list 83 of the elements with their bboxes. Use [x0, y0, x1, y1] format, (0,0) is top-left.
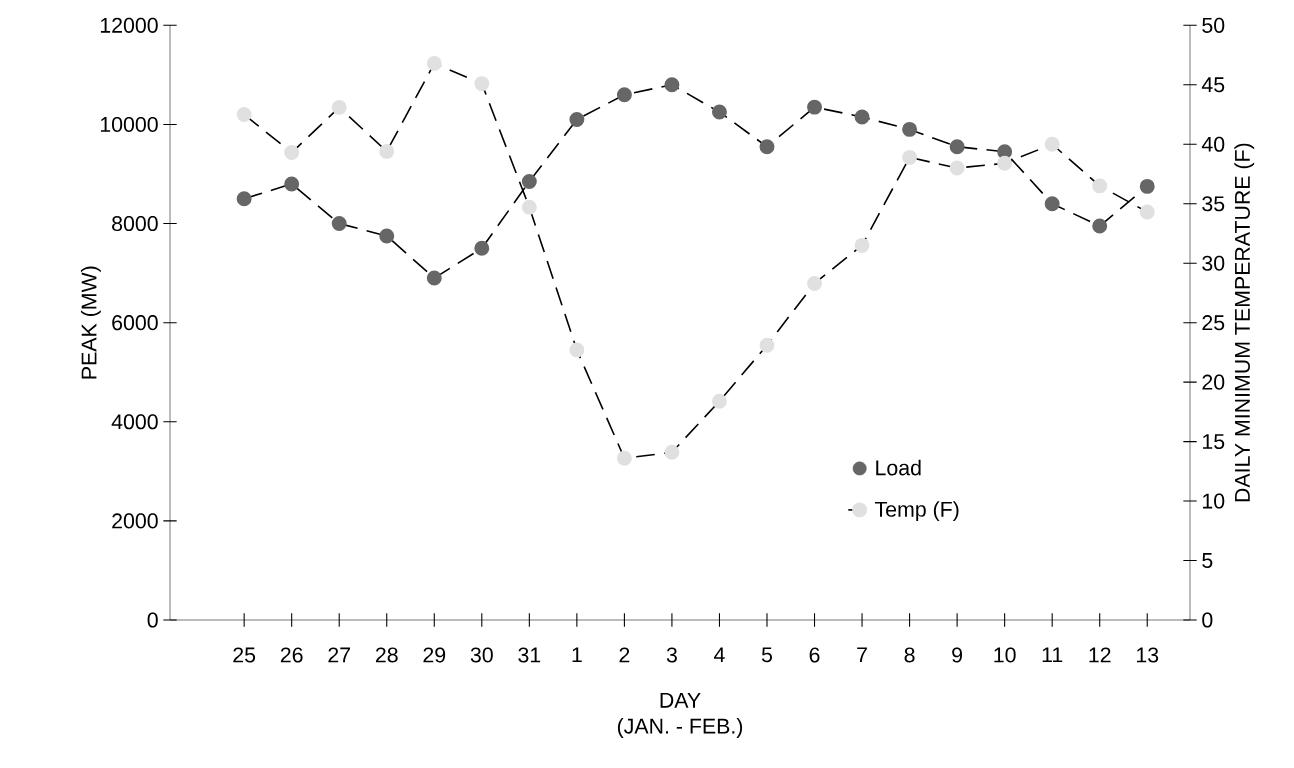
x-tick-label: 3	[666, 647, 677, 663]
x-tick-label: 2	[619, 647, 630, 663]
point	[379, 228, 395, 244]
point	[664, 77, 680, 93]
point	[569, 112, 585, 127]
x-tick-label: 30	[470, 647, 493, 663]
point	[759, 337, 775, 353]
x-tick-label: 6	[809, 647, 820, 663]
point	[1044, 136, 1060, 152]
x-tick-label: 27	[328, 647, 350, 663]
y2-tick-label: 5	[1202, 553, 1213, 568]
y2-tick-label: 0	[1202, 612, 1213, 628]
y-tick-label: 10000	[100, 116, 158, 132]
y2-tick-label: 25	[1202, 315, 1225, 331]
y-tick-label: 8000	[112, 216, 158, 232]
x-tick-label: 11	[1042, 647, 1063, 663]
y2-tick-label: 45	[1201, 77, 1225, 93]
y-axis-title: PEAK (MW)	[80, 266, 101, 379]
x-tick-label: 25	[233, 647, 256, 663]
point	[1092, 178, 1108, 194]
x-tick-label: 12	[1089, 647, 1111, 663]
x-tick-label: 5	[761, 647, 773, 663]
point	[236, 107, 252, 122]
x-tick-label: 29	[423, 647, 446, 663]
x-tick-label: 9	[952, 647, 963, 663]
x-tick-label: 28	[375, 647, 398, 663]
point	[759, 139, 775, 155]
x-tick-label: 7	[857, 647, 867, 663]
point	[1044, 196, 1060, 212]
point	[474, 76, 490, 92]
legend-label: Load	[876, 459, 921, 476]
y2-tick-label: 10	[1203, 493, 1225, 509]
point	[284, 176, 300, 192]
point	[331, 216, 347, 232]
point	[426, 55, 442, 71]
x-axis-title: DAY	[660, 692, 701, 708]
point	[854, 109, 870, 125]
point	[711, 104, 727, 120]
y-tick-label: 6000	[112, 315, 158, 331]
point	[949, 160, 965, 176]
y2-tick-label: 30	[1202, 255, 1225, 271]
point	[854, 237, 870, 253]
point	[902, 121, 918, 137]
point	[236, 191, 252, 207]
point	[616, 87, 632, 103]
y-tick-label: 2000	[112, 513, 158, 529]
point	[1092, 218, 1108, 234]
y-tick-label: 4000	[111, 414, 158, 430]
x-tick-label: 31	[518, 647, 541, 663]
point	[664, 444, 680, 460]
point	[379, 143, 395, 159]
x-tick-label: 4	[714, 647, 725, 663]
y2-axis-title: DAILY MINIMUM TEMPERATURE (F)	[1234, 143, 1255, 502]
point	[521, 199, 537, 215]
y2-tick-label: 15	[1203, 434, 1225, 450]
y2-tick-label: 35	[1202, 196, 1225, 212]
x-tick-label: 26	[280, 647, 303, 663]
point	[949, 139, 965, 155]
x-tick-label: 10	[994, 647, 1016, 663]
point	[997, 155, 1013, 171]
y-tick-label: 0	[147, 612, 158, 628]
point	[284, 145, 300, 161]
legend-label: Temp (F)	[874, 501, 959, 522]
point	[902, 149, 918, 165]
x-tick-label: 8	[904, 647, 915, 663]
point	[331, 99, 347, 115]
point	[1139, 178, 1155, 194]
point	[521, 173, 537, 189]
point	[616, 450, 632, 466]
point	[569, 342, 585, 358]
point	[1139, 204, 1155, 220]
point	[474, 240, 490, 256]
point	[712, 393, 727, 409]
y-tick-label: 12000	[100, 17, 158, 33]
point	[807, 275, 822, 291]
text: (JAN. - FEB.)	[617, 718, 743, 738]
y2-tick-label: 50	[1202, 17, 1225, 33]
point	[807, 99, 822, 115]
x-tick-label: 13	[1137, 647, 1159, 663]
y2-tick-label: 40	[1201, 136, 1225, 152]
point	[426, 270, 442, 286]
y2-tick-label: 20	[1202, 374, 1225, 390]
x-tick-label: 1	[572, 647, 582, 663]
